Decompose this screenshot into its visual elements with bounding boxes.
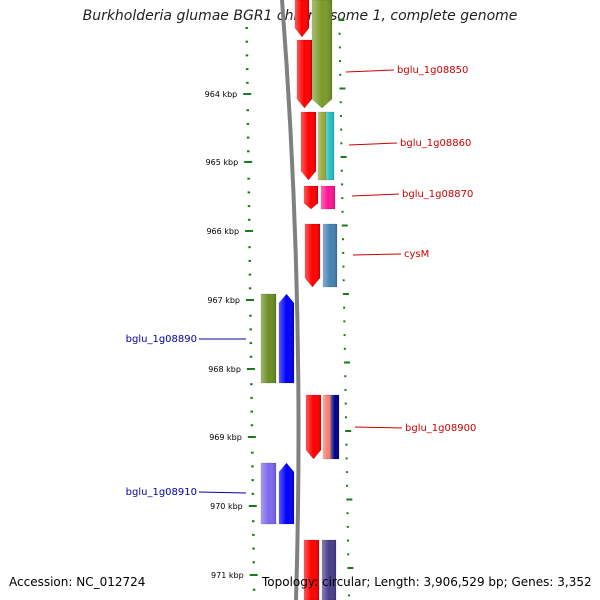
gene-label-bglu-1g08900[interactable]: bglu_1g08900 [405,423,476,434]
gene-feature-bglu-1g08860-a-shade [318,112,327,180]
gene-feature-bglu-1g08910-shade [261,463,276,524]
gene-feature-bglu-1g08900-b-shade [331,395,339,459]
label-leader-line [198,491,247,494]
gene-labels: bglu_1g08850 bglu_1g08860 bglu_1g08870 cysM… [126,65,477,498]
gene-feature-cysm-shade [323,224,337,287]
ruler-tick-label: 970 kbp [210,502,243,511]
cds-reverse-arrow-shade [279,294,294,383]
label-leader-line [348,142,398,146]
ruler-tick-label: 968 kbp [208,365,241,374]
gene-feature-bottom-shade [322,540,336,600]
gene-feature-bglu-1g08860-shade [326,112,334,180]
label-leader-line [345,69,395,73]
topology-text: Topology: circular; Length: 3,906,529 bp… [262,575,592,589]
gene-label-bglu-1g08870[interactable]: bglu_1g08870 [402,189,473,200]
gene-feature-bglu-1g08870-shade [321,186,335,209]
label-leader-line [351,193,400,197]
gene-label-bglu-1g08860[interactable]: bglu_1g08860 [400,138,471,149]
gene-feature-bglu-1g08850-shade [312,0,332,108]
cds-forward-arrow-shade [304,186,318,209]
cds-forward-arrow-shade [297,40,312,108]
cds-forward-arrow-shade [304,540,319,600]
cds-reverse-arrow-shade [279,463,294,524]
ruler-tick-label: 971 kbp [211,571,244,580]
ruler-tick-label: 969 kbp [209,433,242,442]
gene-label-cysm[interactable]: cysM [404,249,429,260]
label-leader-line [352,253,402,256]
gene-label-bglu-1g08890[interactable]: bglu_1g08890 [126,334,197,345]
cds-forward-arrow-shade [305,224,320,287]
cds-forward-arrow-shade [295,0,309,37]
ruler-tick-label: 967 kbp [207,296,240,305]
backbone-line [280,0,301,600]
gene-feature-bglu-1g08900-shade [323,395,331,459]
label-leader-line [354,426,403,429]
ruler-tick-label: 966 kbp [206,227,239,236]
accession-text: Accession: NC_012724 [9,575,146,589]
gene-feature-bglu-1g08890-shade [261,294,276,383]
gene-label-bglu-1g08850[interactable]: bglu_1g08850 [397,65,468,76]
ruler-tick-label: 965 kbp [206,158,239,167]
gene-features [260,0,340,600]
ruler: 964 kbp 965 kbp 966 kbp 967 kbp 968 kbp 969 k… [205,27,258,591]
cds-forward-arrow-shade [306,395,321,459]
ruler-tick-label: 964 kbp [205,90,238,99]
gene-label-bglu-1g08910[interactable]: bglu_1g08910 [126,487,197,498]
cds-forward-arrow-shade [301,112,316,180]
ruler-outer-dots [338,19,354,597]
